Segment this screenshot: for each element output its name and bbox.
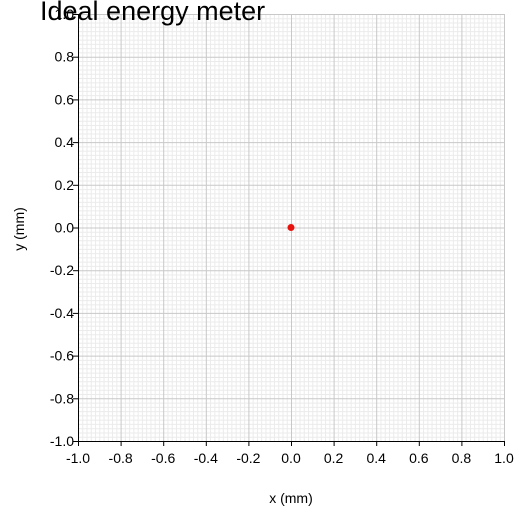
- y-tick-label: 0.0: [55, 220, 75, 236]
- chart-title: Ideal energy meter: [40, 0, 265, 26]
- y-tick-label: -0.6: [50, 348, 74, 364]
- x-tick-label: 0.4: [366, 450, 386, 466]
- y-tick-label: 1.0: [55, 6, 75, 22]
- x-tick-label: -0.8: [109, 450, 133, 466]
- x-axis-label: x (mm): [269, 490, 313, 506]
- x-tick-label: 0.0: [281, 450, 301, 466]
- y-tick-label: 0.4: [55, 134, 75, 150]
- y-tick-label: -0.8: [50, 390, 74, 406]
- y-tick-label: -0.4: [50, 305, 74, 321]
- y-axis-label: y (mm): [11, 207, 27, 251]
- y-tick-label: 0.6: [55, 91, 75, 107]
- y-tick-label: 0.2: [55, 177, 75, 193]
- x-tick-label: -1.0: [66, 450, 90, 466]
- x-tick-label: 1.0: [494, 450, 514, 466]
- x-tick-label: -0.6: [151, 450, 175, 466]
- data-points: [287, 224, 295, 231]
- y-tick-label: -1.0: [50, 433, 74, 449]
- x-tick-label: -0.4: [194, 450, 218, 466]
- x-tick-label: 0.2: [324, 450, 344, 466]
- x-tick-label: 0.8: [452, 450, 472, 466]
- x-tick-label: 0.6: [409, 450, 429, 466]
- x-tick-labels: -1.0 -0.8 -0.6 -0.4 -0.2 0.0 0.2 0.4 0.6 0.8 1.0: [66, 441, 514, 466]
- y-tick-labels: -1.0 -0.8 -0.6 -0.4 -0.2 0.0 0.2 0.4 0.6 0.8 1.0: [50, 6, 78, 449]
- x-tick-label: -0.2: [236, 450, 260, 466]
- data-point: [287, 224, 295, 231]
- y-tick-label: 0.8: [55, 49, 75, 65]
- y-tick-label: -0.2: [50, 262, 74, 278]
